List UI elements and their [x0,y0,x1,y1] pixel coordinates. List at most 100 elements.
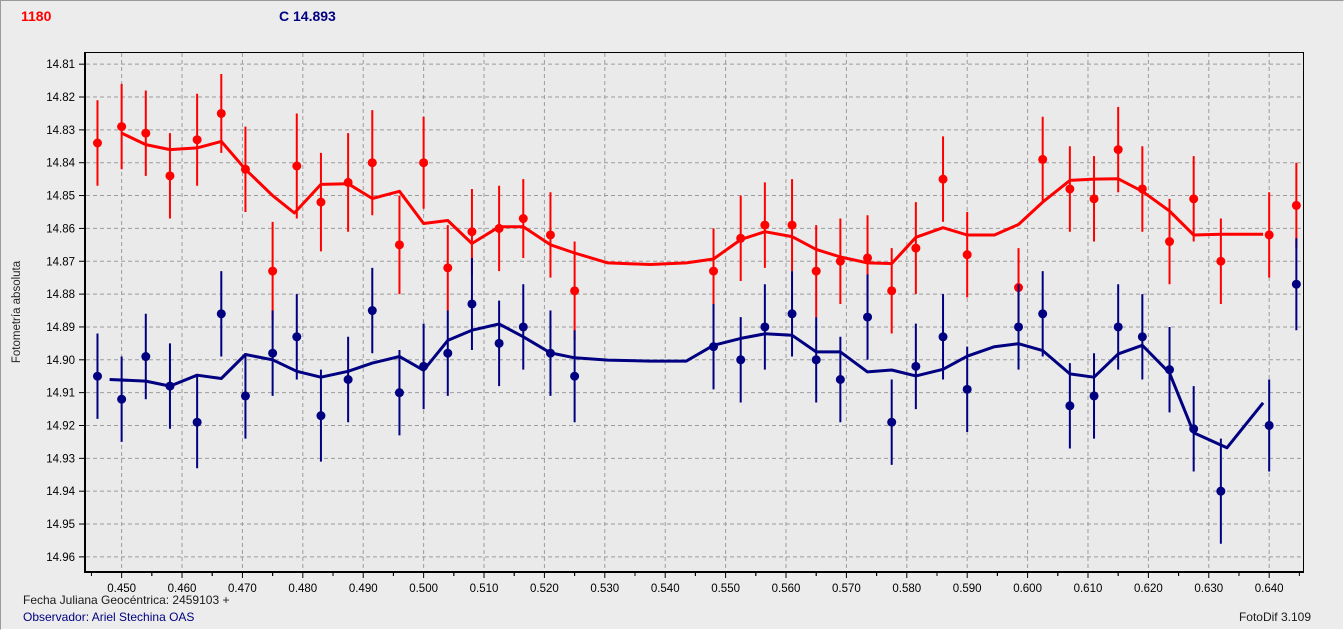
data-point [240,164,250,174]
comparison-magnitude-label: C 14.893 [279,8,336,24]
data-point [835,375,845,385]
x-tick-labels: 0.450 0.460 0.470 0.480 0.490 0.500 0.510 0.520… [107,583,1283,595]
data-point [292,332,302,342]
data-point [709,266,719,276]
data-point [1113,145,1123,155]
data-point [570,371,580,381]
data-point [570,286,580,296]
svg-text:0.520: 0.520 [530,583,559,595]
plot-area [86,53,1303,571]
data-point [811,266,821,276]
data-point [394,388,404,398]
data-points [92,279,1301,496]
svg-text:0.580: 0.580 [892,583,921,595]
data-point [887,417,897,427]
data-point [419,361,429,371]
svg-text:0.560: 0.560 [772,583,801,595]
data-point [518,322,528,332]
data-point [216,309,226,319]
data-point [419,158,429,168]
trend-line [120,131,1264,266]
svg-text:14.81: 14.81 [46,59,75,71]
data-point [443,348,453,358]
data-point [787,309,797,319]
data-point [1291,200,1301,210]
data-point [1065,401,1075,411]
data-point [863,312,873,322]
svg-text:0.530: 0.530 [590,583,619,595]
data-point [1291,279,1301,289]
svg-text:0.570: 0.570 [832,583,861,595]
svg-text:14.90: 14.90 [46,355,75,367]
data-point [787,220,797,230]
data-point [467,227,477,237]
data-point [316,197,326,207]
data-point [141,128,151,138]
data-point [117,122,127,132]
data-point [1038,154,1048,164]
svg-text:0.630: 0.630 [1194,583,1223,595]
data-point [165,171,175,181]
data-point [760,220,770,230]
data-point [494,223,504,233]
data-point [192,417,202,427]
svg-text:0.540: 0.540 [651,583,680,595]
data-point [343,375,353,385]
data-point [268,348,278,358]
data-point [343,177,353,187]
svg-text:0.460: 0.460 [168,583,197,595]
data-point [1137,184,1147,194]
data-point [92,138,102,148]
data-point [192,135,202,145]
data-point [216,108,226,118]
svg-text:14.94: 14.94 [46,486,75,498]
data-point [1089,391,1099,401]
software-version-label: FotoDif 3.109 [1238,610,1311,624]
svg-text:14.83: 14.83 [46,125,75,137]
svg-text:14.84: 14.84 [46,158,75,170]
svg-text:0.620: 0.620 [1134,583,1163,595]
data-point [1264,420,1274,430]
data-point [938,332,948,342]
data-point [1165,237,1175,247]
series-comparison-star [92,238,1301,544]
svg-text:0.590: 0.590 [953,583,982,595]
data-point [1216,486,1226,496]
julian-date-label: Fecha Juliana Geocéntrica: 2459103 + [23,593,230,607]
data-point [1189,424,1199,434]
data-point [117,394,127,404]
data-point [1065,184,1075,194]
data-point [1137,332,1147,342]
axes-frame [84,52,1304,573]
svg-text:14.93: 14.93 [46,453,75,465]
data-point [165,381,175,391]
gridlines [86,53,1303,571]
data-point [367,158,377,168]
svg-text:14.96: 14.96 [46,552,75,564]
svg-text:0.550: 0.550 [711,583,740,595]
svg-text:14.85: 14.85 [46,191,75,203]
data-point [443,263,453,273]
svg-text:14.82: 14.82 [46,92,75,104]
data-point [1113,322,1123,332]
data-point [1089,194,1099,204]
data-point [367,306,377,316]
svg-text:0.470: 0.470 [228,583,257,595]
data-point [545,348,555,358]
data-points [92,108,1301,296]
data-point [736,355,746,365]
data-point [887,286,897,296]
svg-text:14.88: 14.88 [46,289,75,301]
svg-text:14.95: 14.95 [46,519,75,531]
data-point [1038,309,1048,319]
data-point [268,266,278,276]
svg-text:14.92: 14.92 [46,420,75,432]
y-tick-labels: 14.81 14.82 14.83 14.84 14.85 14.86 14.87 14.88… [46,59,75,564]
svg-text:0.450: 0.450 [107,583,136,595]
svg-text:0.480: 0.480 [288,583,317,595]
data-point [736,233,746,243]
data-point [1216,256,1226,266]
svg-text:0.500: 0.500 [409,583,438,595]
